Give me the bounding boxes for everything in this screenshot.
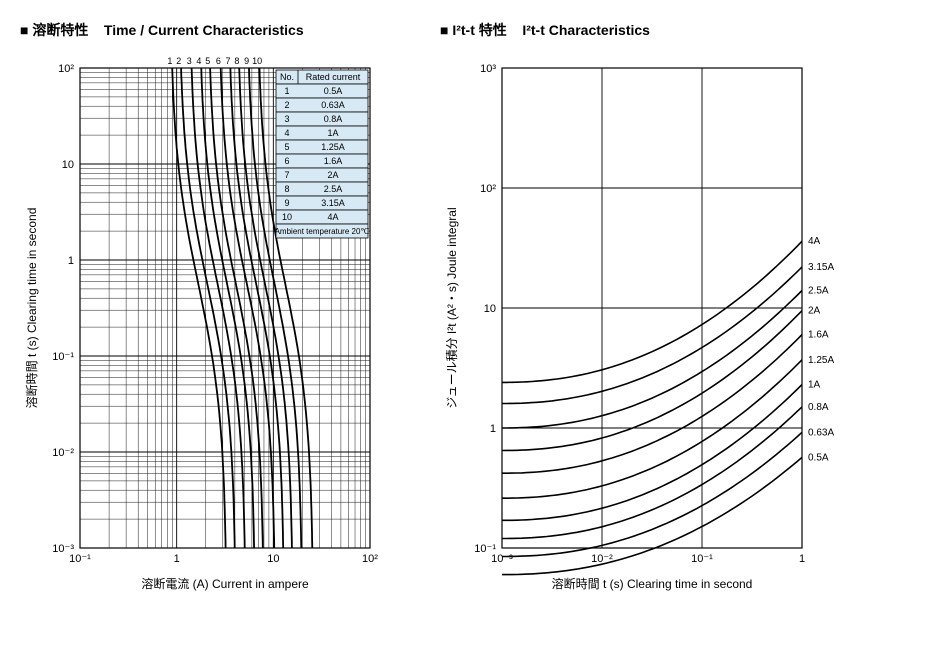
svg-text:0.8A: 0.8A bbox=[808, 402, 829, 413]
svg-text:10⁻²: 10⁻² bbox=[52, 447, 74, 459]
svg-text:溶断電流 (A) Current in ampere: 溶断電流 (A) Current in ampere bbox=[141, 576, 309, 591]
svg-text:2.5A: 2.5A bbox=[808, 285, 829, 296]
svg-text:6: 6 bbox=[216, 56, 221, 66]
svg-text:7: 7 bbox=[226, 56, 231, 66]
right-chart-wrap: 4A 3.15A 2.5A 2A 1.6A 1.25A 1A 0.8A 0.63A 0.5A 10⁻… bbox=[440, 50, 854, 608]
svg-text:10⁻³: 10⁻³ bbox=[52, 543, 74, 555]
svg-text:2: 2 bbox=[176, 56, 181, 66]
svg-text:4A: 4A bbox=[808, 236, 821, 247]
left-chart-wrap: 1234567891010⁻¹11010²10⁻³10⁻²10⁻¹11010²溶… bbox=[20, 50, 380, 608]
svg-text:2A: 2A bbox=[327, 170, 338, 180]
page: ■ 溶断特性 Time / Current Characteristics 12… bbox=[20, 20, 914, 608]
right-chart: 4A 3.15A 2.5A 2A 1.6A 1.25A 1A 0.8A 0.63A 0.5A 10⁻… bbox=[440, 50, 854, 608]
left-title-jp: ■ 溶断特性 bbox=[20, 22, 88, 38]
svg-text:7: 7 bbox=[284, 170, 289, 180]
svg-text:10⁻¹: 10⁻¹ bbox=[52, 351, 74, 363]
svg-text:1: 1 bbox=[490, 423, 496, 435]
svg-text:1A: 1A bbox=[808, 380, 821, 391]
svg-text:1.25A: 1.25A bbox=[808, 355, 834, 366]
svg-text:5: 5 bbox=[205, 56, 210, 66]
svg-text:2A: 2A bbox=[808, 306, 821, 317]
svg-text:5: 5 bbox=[284, 142, 289, 152]
svg-text:0.5A: 0.5A bbox=[808, 452, 829, 463]
svg-text:10³: 10³ bbox=[480, 63, 496, 75]
svg-text:10: 10 bbox=[252, 56, 262, 66]
svg-text:10²: 10² bbox=[58, 63, 74, 75]
svg-text:1: 1 bbox=[174, 553, 180, 565]
svg-text:3: 3 bbox=[284, 114, 289, 124]
svg-text:9: 9 bbox=[284, 198, 289, 208]
right-title: ■ I²t-t 特性 I²t-t Characteristics bbox=[440, 20, 854, 40]
svg-text:2.5A: 2.5A bbox=[324, 184, 343, 194]
svg-text:1.6A: 1.6A bbox=[808, 330, 829, 341]
svg-text:0.8A: 0.8A bbox=[324, 114, 343, 124]
svg-text:9: 9 bbox=[244, 56, 249, 66]
svg-text:溶断時間 t (s) Clearing time in s: 溶断時間 t (s) Clearing time in second bbox=[552, 576, 753, 591]
svg-text:10: 10 bbox=[267, 553, 279, 565]
svg-text:1: 1 bbox=[799, 553, 805, 565]
svg-text:10⁻²: 10⁻² bbox=[591, 553, 613, 565]
svg-text:1A: 1A bbox=[327, 128, 338, 138]
svg-text:1: 1 bbox=[68, 255, 74, 267]
svg-text:溶断時間 t (s) Clearing time in s: 溶断時間 t (s) Clearing time in second bbox=[24, 208, 39, 409]
legend-table: No. Rated current 1 0.5A 2 0.63A 3 0.8A 4 1A 5 1.25… bbox=[275, 70, 370, 238]
svg-text:10: 10 bbox=[62, 159, 74, 171]
svg-text:10²: 10² bbox=[480, 183, 496, 195]
left-title: ■ 溶断特性 Time / Current Characteristics bbox=[20, 20, 380, 40]
svg-text:4A: 4A bbox=[327, 212, 338, 222]
right-panel: ■ I²t-t 特性 I²t-t Characteristics 4A 3.15A… bbox=[440, 20, 854, 608]
svg-text:No.: No. bbox=[280, 72, 294, 82]
svg-text:2: 2 bbox=[284, 100, 289, 110]
svg-text:10⁻¹: 10⁻¹ bbox=[474, 543, 496, 555]
svg-text:Ambient temperature 20℃: Ambient temperature 20℃ bbox=[275, 227, 370, 236]
svg-text:3.15A: 3.15A bbox=[808, 262, 834, 273]
svg-text:10²: 10² bbox=[362, 553, 378, 565]
left-panel: ■ 溶断特性 Time / Current Characteristics 12… bbox=[20, 20, 380, 608]
svg-text:4: 4 bbox=[196, 56, 201, 66]
svg-text:3.15A: 3.15A bbox=[321, 198, 345, 208]
svg-text:0.63A: 0.63A bbox=[321, 100, 345, 110]
svg-text:10: 10 bbox=[484, 303, 496, 315]
svg-text:ジュール積分 I²t (A²・s) Joule integ: ジュール積分 I²t (A²・s) Joule integral bbox=[444, 207, 459, 408]
svg-text:1: 1 bbox=[167, 56, 172, 66]
svg-text:1: 1 bbox=[284, 86, 289, 96]
svg-text:6: 6 bbox=[284, 156, 289, 166]
left-title-en: Time / Current Characteristics bbox=[104, 22, 304, 38]
svg-text:10: 10 bbox=[282, 212, 292, 222]
svg-text:4: 4 bbox=[284, 128, 289, 138]
left-chart: 1234567891010⁻¹11010²10⁻³10⁻²10⁻¹11010²溶… bbox=[20, 50, 380, 608]
right-title-en: I²t-t Characteristics bbox=[522, 22, 650, 38]
svg-text:8: 8 bbox=[284, 184, 289, 194]
svg-text:8: 8 bbox=[234, 56, 239, 66]
svg-text:1.6A: 1.6A bbox=[324, 156, 343, 166]
svg-text:0.63A: 0.63A bbox=[808, 427, 834, 438]
svg-text:1.25A: 1.25A bbox=[321, 142, 345, 152]
svg-text:3: 3 bbox=[187, 56, 192, 66]
svg-text:0.5A: 0.5A bbox=[324, 86, 343, 96]
svg-text:Rated current: Rated current bbox=[306, 72, 361, 82]
svg-text:10⁻¹: 10⁻¹ bbox=[691, 553, 713, 565]
right-title-jp: ■ I²t-t 特性 bbox=[440, 22, 507, 38]
